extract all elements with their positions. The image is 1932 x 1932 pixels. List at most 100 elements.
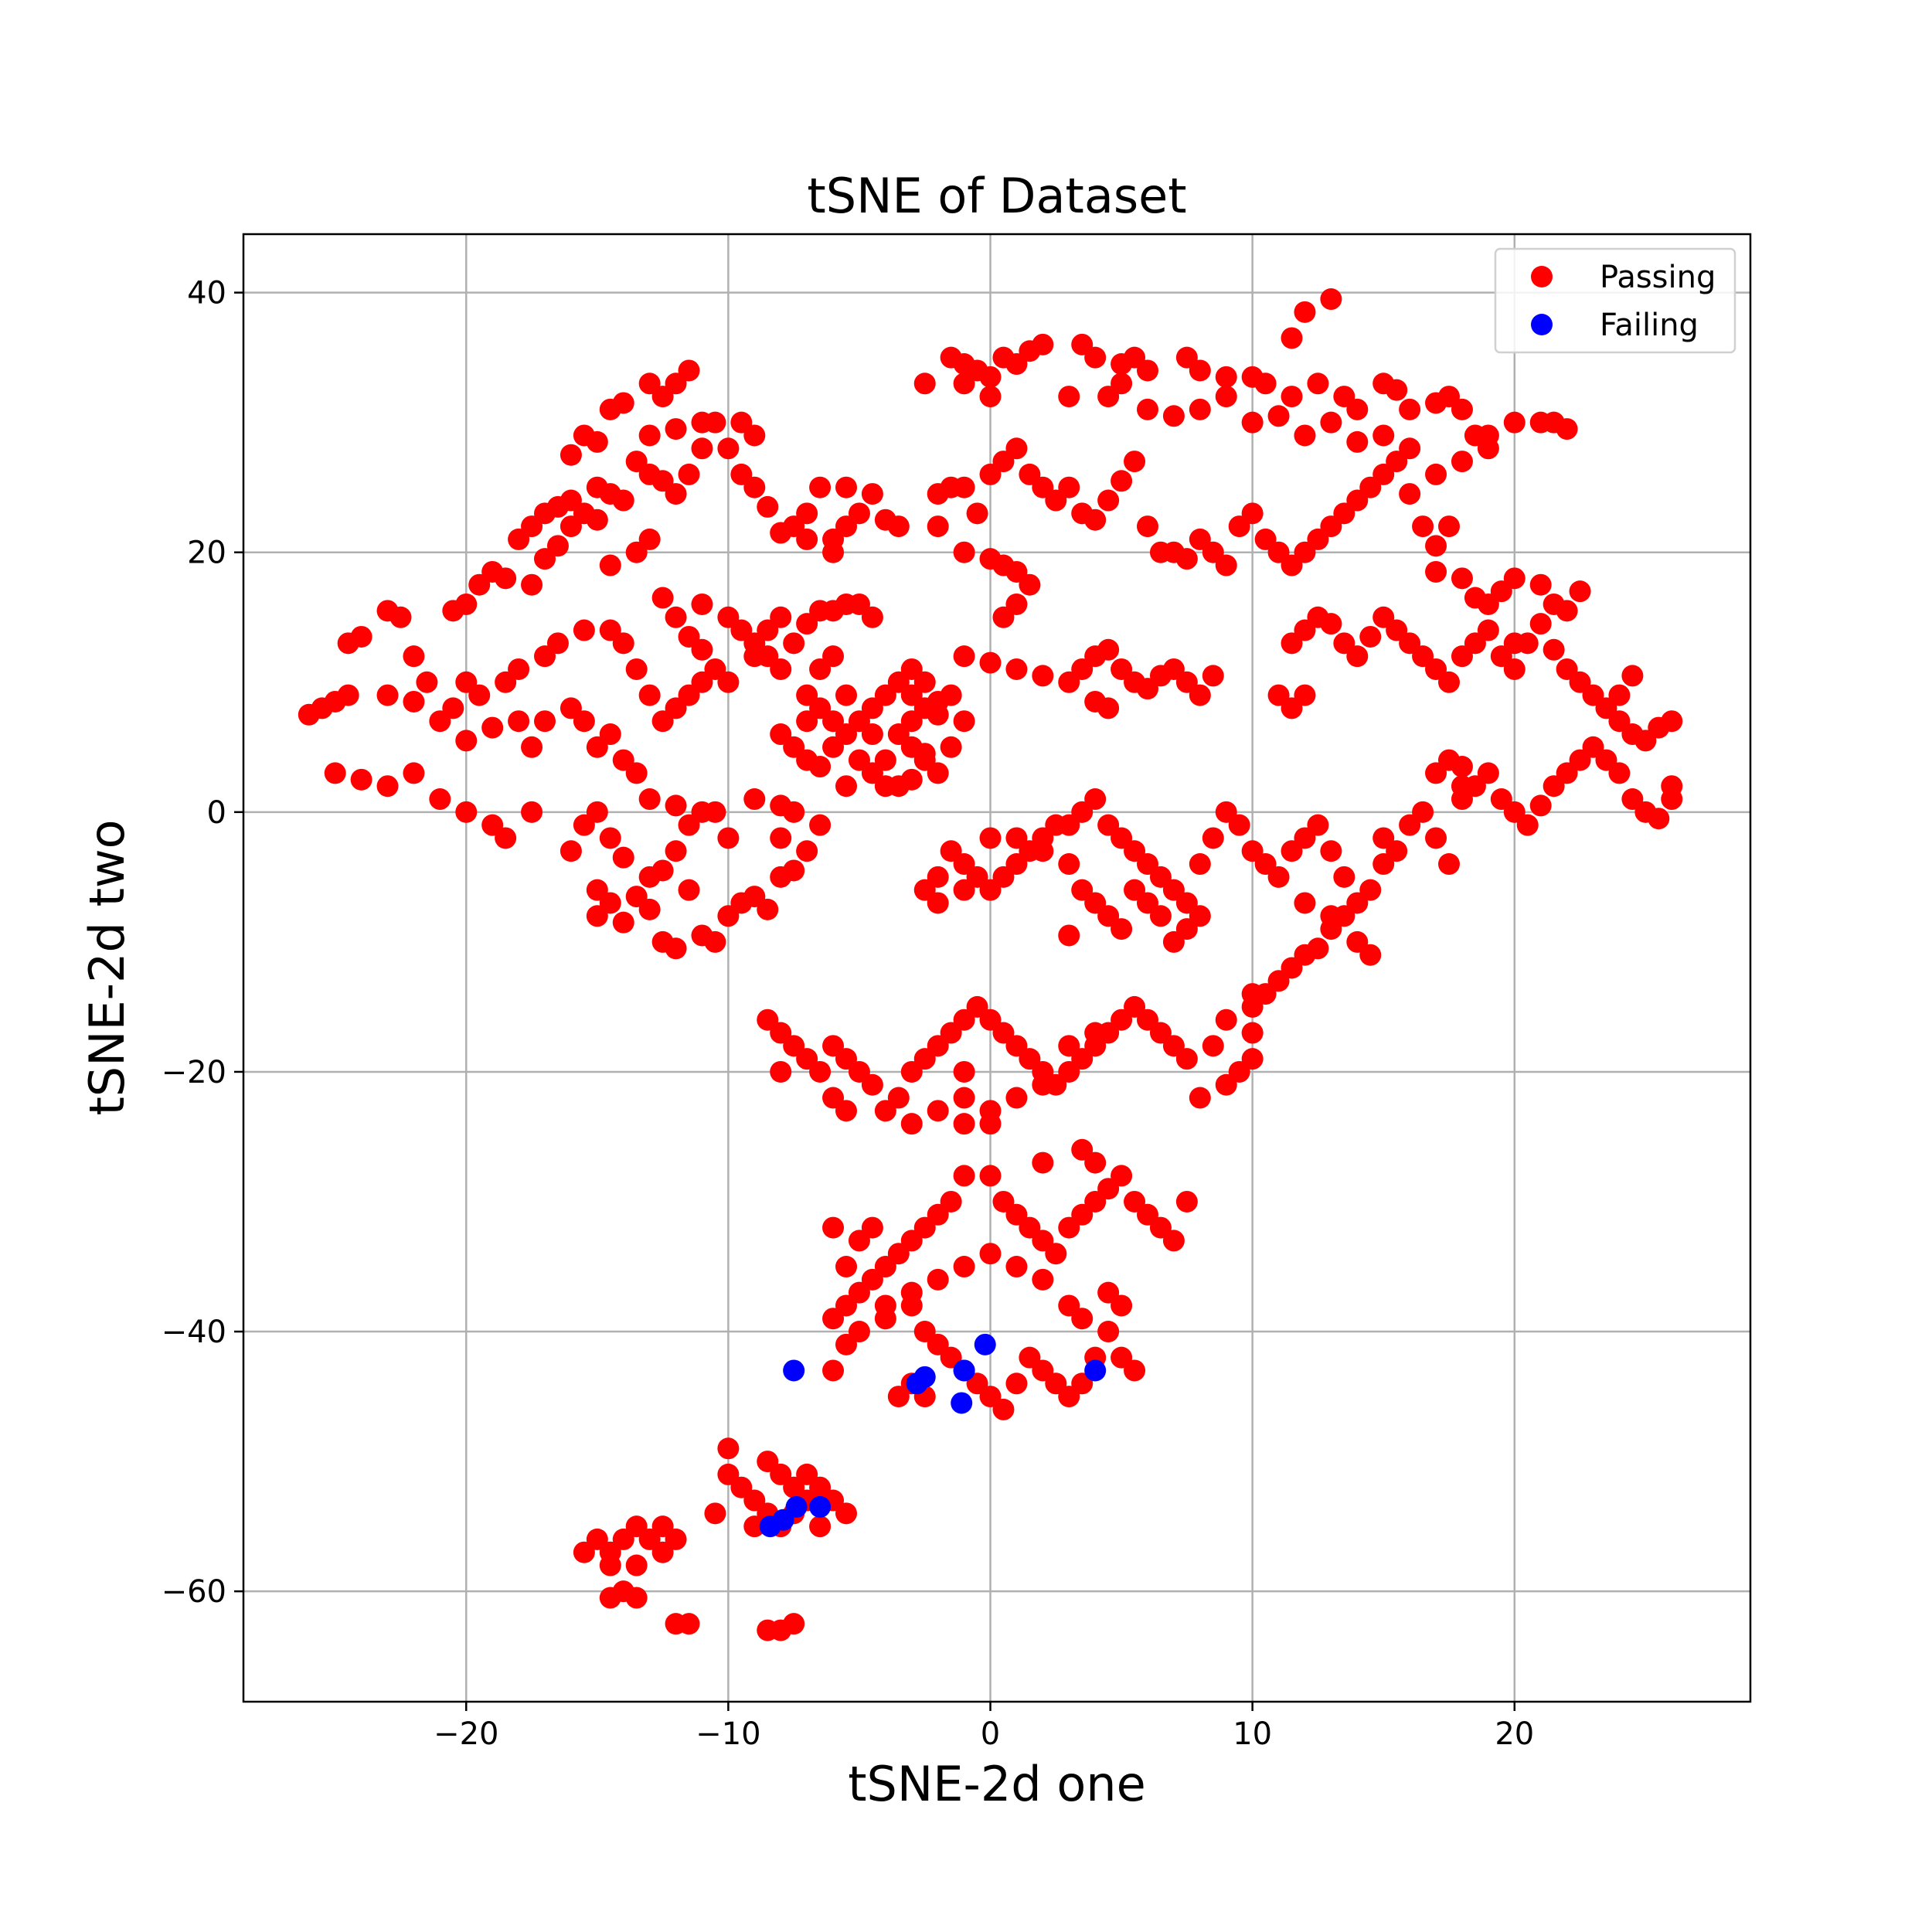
data-point-passing xyxy=(508,658,530,680)
data-point-passing xyxy=(1189,359,1211,382)
data-point-passing xyxy=(940,736,962,758)
data-point-passing xyxy=(822,1359,845,1382)
data-point-passing xyxy=(586,905,608,927)
data-point-passing xyxy=(835,684,857,706)
data-point-passing xyxy=(953,645,975,668)
data-point-passing xyxy=(625,451,648,473)
data-point-passing xyxy=(1529,794,1552,817)
data-point-passing xyxy=(953,476,975,498)
data-point-passing xyxy=(979,651,1002,674)
data-point-passing xyxy=(1648,808,1670,830)
data-point-passing xyxy=(927,892,949,914)
data-point-passing xyxy=(1451,451,1473,473)
data-point-passing xyxy=(546,535,569,557)
data-point-passing xyxy=(1202,827,1224,849)
data-point-passing xyxy=(783,632,805,655)
data-point-passing xyxy=(940,684,962,706)
data-point-passing xyxy=(730,463,753,485)
data-point-passing xyxy=(599,398,621,420)
data-point-passing xyxy=(717,1437,740,1460)
data-point-passing xyxy=(521,736,543,758)
data-point-passing xyxy=(376,775,399,798)
data-point-passing xyxy=(403,645,425,668)
data-point-passing xyxy=(953,1060,975,1083)
data-point-passing xyxy=(809,1515,832,1538)
data-point-passing xyxy=(1058,924,1080,947)
data-point-passing xyxy=(1124,1359,1146,1382)
data-point-passing xyxy=(1189,905,1211,927)
data-point-passing xyxy=(1320,613,1342,635)
data-point-passing xyxy=(848,502,870,525)
legend: Passing Failing xyxy=(1494,247,1736,354)
data-point-passing xyxy=(874,749,896,771)
data-point-passing xyxy=(979,1243,1002,1265)
data-point-passing xyxy=(546,632,569,655)
data-point-passing xyxy=(1451,398,1473,420)
data-point-passing xyxy=(809,658,832,680)
data-point-failing xyxy=(974,1333,996,1355)
data-point-passing xyxy=(638,788,661,811)
data-point-passing xyxy=(1608,762,1631,784)
data-point-passing xyxy=(1359,625,1382,648)
data-point-passing xyxy=(599,723,621,746)
data-point-passing xyxy=(861,483,883,505)
data-point-passing xyxy=(1005,1256,1028,1278)
data-point-passing xyxy=(337,684,359,706)
data-point-passing xyxy=(1215,386,1237,408)
chart-title: tSNE of Dataset xyxy=(807,168,1186,224)
y-tick-label: −60 xyxy=(162,1574,226,1610)
data-point-passing xyxy=(651,587,674,609)
data-point-passing xyxy=(1569,580,1591,603)
data-point-passing xyxy=(1084,1022,1107,1044)
data-point-passing xyxy=(678,879,700,901)
data-point-passing xyxy=(1241,411,1264,434)
data-point-passing xyxy=(1333,866,1355,888)
data-point-passing xyxy=(1241,983,1264,1005)
data-point-passing xyxy=(1464,424,1486,447)
data-point-passing xyxy=(1556,600,1578,622)
data-point-passing xyxy=(783,859,805,882)
data-point-passing xyxy=(1097,1321,1120,1343)
data-point-passing xyxy=(481,716,504,739)
data-point-passing xyxy=(1032,1151,1054,1174)
x-tick-label: −20 xyxy=(434,1716,498,1752)
data-point-passing xyxy=(913,743,936,765)
data-point-passing xyxy=(1267,405,1290,427)
y-tick-label: −20 xyxy=(162,1055,226,1090)
data-point-passing xyxy=(1412,801,1434,823)
data-point-passing xyxy=(403,690,425,713)
data-point-passing xyxy=(1307,814,1329,836)
series-passing xyxy=(298,288,1683,1641)
data-point-passing xyxy=(953,1165,975,1187)
data-point-passing xyxy=(599,1554,621,1577)
data-point-passing xyxy=(1137,359,1158,382)
data-point-passing xyxy=(1137,398,1158,420)
data-point-passing xyxy=(1281,386,1303,408)
data-point-passing xyxy=(1320,288,1342,311)
data-point-passing xyxy=(1372,853,1395,876)
data-point-passing xyxy=(770,522,792,544)
data-point-passing xyxy=(1005,1087,1028,1109)
legend-box xyxy=(1494,247,1736,354)
data-point-passing xyxy=(743,1515,766,1538)
data-point-passing xyxy=(1503,411,1526,434)
data-point-passing xyxy=(638,372,661,395)
data-point-passing xyxy=(822,541,845,563)
data-point-passing xyxy=(1451,775,1473,798)
data-point-passing xyxy=(1005,593,1028,615)
data-points xyxy=(298,288,1683,1641)
data-point-passing xyxy=(1045,1243,1067,1265)
data-point-passing xyxy=(665,794,687,817)
data-point-passing xyxy=(1346,645,1369,668)
data-point-passing xyxy=(1294,424,1316,447)
data-point-passing xyxy=(835,476,857,498)
data-point-passing xyxy=(874,1100,896,1122)
data-point-passing xyxy=(1241,502,1264,525)
data-point-passing xyxy=(1399,483,1421,505)
data-point-passing xyxy=(651,859,674,882)
data-point-passing xyxy=(495,567,517,590)
data-point-passing xyxy=(691,593,713,615)
data-point-passing xyxy=(625,1554,648,1577)
data-point-passing xyxy=(1399,398,1421,420)
data-point-passing xyxy=(822,1035,845,1057)
